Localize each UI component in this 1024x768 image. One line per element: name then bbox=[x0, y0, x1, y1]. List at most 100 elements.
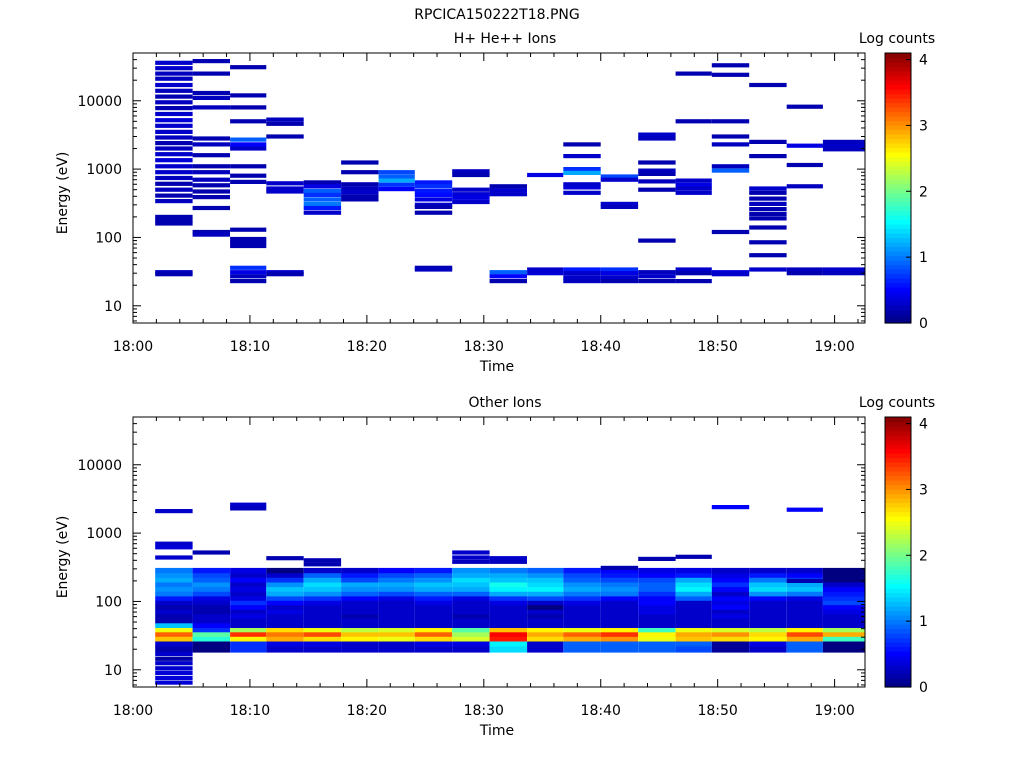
heatmap-cell bbox=[192, 183, 230, 188]
heatmap-cell bbox=[822, 600, 865, 606]
heatmap-cell bbox=[378, 623, 415, 629]
heatmap-cell bbox=[192, 205, 230, 211]
colorbar-segment bbox=[885, 161, 911, 167]
x-axis-label: Time bbox=[479, 359, 514, 375]
heatmap-cell bbox=[600, 177, 639, 182]
heatmap-cell bbox=[527, 609, 564, 615]
colorbar-segment bbox=[885, 534, 911, 540]
heatmap-cell bbox=[786, 587, 823, 593]
heatmap-cell bbox=[675, 279, 712, 284]
heatmap-cell bbox=[489, 184, 527, 189]
heatmap-cell bbox=[822, 609, 865, 615]
heatmap-cell bbox=[452, 550, 490, 555]
heatmap-cell bbox=[638, 567, 676, 574]
heatmap-cell bbox=[711, 582, 750, 588]
heatmap-cell bbox=[192, 636, 230, 642]
heatmap-cell bbox=[749, 211, 787, 217]
heatmap-cell bbox=[638, 600, 676, 606]
heatmap-cell bbox=[786, 628, 823, 633]
heatmap-cell bbox=[341, 190, 379, 195]
colorbar-segment bbox=[885, 646, 911, 652]
heatmap-cell bbox=[675, 609, 712, 615]
colorbar-segment bbox=[885, 597, 911, 603]
heatmap-cell bbox=[155, 152, 193, 157]
colorbar-segment bbox=[885, 430, 911, 436]
heatmap-cell bbox=[786, 632, 823, 638]
heatmap-cell bbox=[749, 82, 787, 88]
heatmap-cell bbox=[155, 596, 193, 602]
heatmap-cell bbox=[266, 636, 304, 642]
heatmap-cell bbox=[192, 195, 230, 200]
heatmap-cell bbox=[711, 591, 750, 597]
colorbar-tick-label: 1 bbox=[919, 250, 928, 266]
heatmap-cell bbox=[341, 600, 379, 606]
heatmap-cell bbox=[303, 628, 342, 633]
colorbar-segment bbox=[885, 615, 911, 621]
heatmap-cell bbox=[155, 567, 193, 574]
heatmap-cell bbox=[749, 216, 787, 221]
heatmap-cell bbox=[341, 567, 379, 574]
heatmap-cell bbox=[711, 119, 750, 124]
heatmap-cell bbox=[341, 577, 379, 583]
heatmap-cell bbox=[563, 271, 601, 276]
heatmap-cell bbox=[489, 636, 527, 642]
heatmap-cell bbox=[489, 577, 527, 583]
heatmap-cell bbox=[822, 632, 865, 638]
heatmap-cell bbox=[489, 270, 527, 275]
heatmap-cell bbox=[675, 186, 712, 191]
heatmap-cell bbox=[230, 646, 267, 653]
heatmap-cell bbox=[303, 587, 342, 593]
heatmap-cell bbox=[638, 171, 676, 176]
heatmap-cell bbox=[489, 591, 527, 597]
y-tick-label: 1000 bbox=[86, 526, 122, 542]
heatmap-cell bbox=[378, 605, 415, 611]
heatmap-cell bbox=[786, 578, 823, 583]
heatmap-cell bbox=[822, 143, 865, 148]
heatmap-cell bbox=[600, 614, 639, 620]
heatmap-cell bbox=[600, 596, 639, 602]
heatmap-cell bbox=[638, 132, 676, 137]
colorbar-segment bbox=[885, 570, 911, 576]
heatmap-cell bbox=[822, 641, 865, 647]
heatmap-cell bbox=[192, 623, 230, 629]
heatmap-cell bbox=[489, 556, 527, 561]
heatmap-cell bbox=[303, 636, 342, 642]
heatmap-cell bbox=[822, 596, 865, 602]
colorbar-segment bbox=[885, 610, 911, 616]
heatmap-cell bbox=[711, 632, 750, 638]
heatmap-cell bbox=[563, 267, 601, 272]
heatmap-cell bbox=[303, 623, 342, 629]
heatmap-cell bbox=[303, 180, 342, 185]
colorbar-segment bbox=[885, 53, 911, 59]
heatmap-cell bbox=[341, 605, 379, 611]
colorbar-tick-label: 1 bbox=[919, 614, 928, 630]
heatmap-cell bbox=[600, 646, 639, 653]
colorbar-segment bbox=[885, 296, 911, 302]
figure-title: RPCICA150222T18.PNG bbox=[414, 7, 579, 23]
heatmap-cell bbox=[527, 628, 564, 633]
heatmap-cell bbox=[711, 505, 750, 510]
heatmap-cell bbox=[414, 567, 453, 574]
heatmap-cell bbox=[563, 582, 601, 588]
heatmap-cell bbox=[155, 100, 193, 105]
heatmap-cell bbox=[192, 628, 230, 633]
heatmap-cell bbox=[155, 272, 193, 277]
heatmap-cell bbox=[822, 567, 865, 574]
colorbar-segment bbox=[885, 655, 911, 661]
colorbar-segment bbox=[885, 664, 911, 670]
colorbar-segment bbox=[885, 228, 911, 234]
colorbar-segment bbox=[885, 120, 911, 126]
heatmap-cell bbox=[638, 623, 676, 629]
heatmap-cell bbox=[192, 596, 230, 602]
heatmap-cell bbox=[452, 577, 490, 583]
heatmap-cell bbox=[489, 559, 527, 564]
heatmap-cell bbox=[452, 187, 490, 192]
heatmap-cell bbox=[749, 641, 787, 647]
heatmap-cell bbox=[675, 567, 712, 574]
heatmap-cell bbox=[192, 605, 230, 611]
colorbar-segment bbox=[885, 511, 911, 517]
colorbar-segment bbox=[885, 93, 911, 99]
colorbar-segment bbox=[885, 273, 911, 279]
heatmap-cell bbox=[378, 636, 415, 642]
